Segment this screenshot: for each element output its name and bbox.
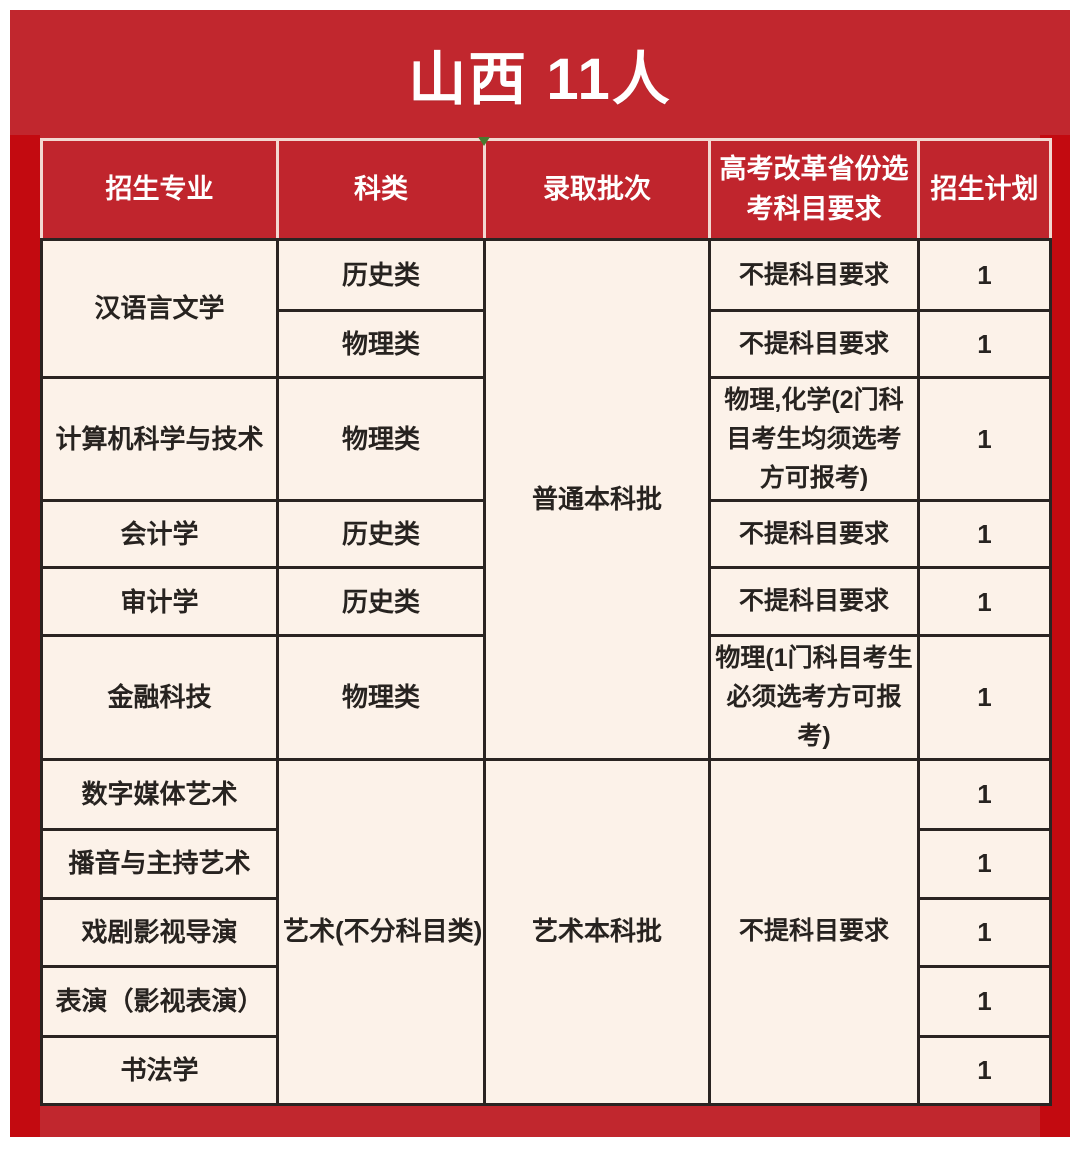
batch-cell-art: 艺术本科批 — [483, 757, 711, 1106]
major-cell: 汉语言文学 — [40, 238, 279, 379]
table-row: 审计学 历史类 不提科目要求 1 — [40, 566, 1052, 638]
table-row: 戏剧影视导演 1 — [40, 896, 1052, 968]
header-category: 科类 — [276, 138, 486, 241]
requirement-cell: 物理(1门科目考生必须选考方可报考) — [708, 634, 920, 761]
table-row: 播音与主持艺术 1 — [40, 827, 1052, 900]
category-cell-art: 艺术(不分科目类) — [276, 757, 486, 1106]
major-cell: 数字媒体艺术 — [40, 757, 279, 831]
plan-cell: 1 — [917, 896, 1052, 968]
major-cell: 会计学 — [40, 499, 279, 570]
plan-cell: 1 — [917, 827, 1052, 900]
category-cell: 物理类 — [276, 375, 486, 503]
requirement-cell: 物理,化学(2门科目考生均须选考方可报考) — [708, 375, 920, 503]
header-batch: 录取批次 — [483, 138, 711, 241]
major-cell: 表演（影视表演） — [40, 964, 279, 1038]
table-row: 会计学 历史类 不提科目要求 1 — [40, 499, 1052, 570]
major-cell: 金融科技 — [40, 634, 279, 761]
plan-cell: 1 — [917, 238, 1052, 312]
plan-cell: 1 — [917, 634, 1052, 761]
major-cell: 审计学 — [40, 566, 279, 638]
plan-cell: 1 — [917, 757, 1052, 831]
major-cell: 戏剧影视导演 — [40, 896, 279, 968]
requirement-cell: 不提科目要求 — [708, 499, 920, 570]
table-row: 汉语言文学 历史类 普通本科批 不提科目要求 1 — [40, 238, 1052, 761]
admissions-table: 招生专业 科类 录取批次 高考改革省份选考科目要求 招生计划 汉语言文学 历史类… — [40, 138, 1052, 1106]
category-cell: 物理类 — [276, 309, 486, 379]
banner-title: 山西 11人 — [408, 47, 672, 112]
left-red-strip — [10, 135, 40, 1137]
plan-cell: 1 — [917, 499, 1052, 570]
header-major: 招生专业 — [40, 138, 279, 241]
category-cell: 历史类 — [276, 499, 486, 570]
table-row: 计算机科学与技术 物理类 物理,化学(2门科目考生均须选考方可报考) 1 — [40, 375, 1052, 503]
table-row: 数字媒体艺术 艺术(不分科目类) 艺术本科批 不提科目要求 1 — [40, 757, 1052, 1106]
requirement-cell: 不提科目要求 — [708, 309, 920, 379]
major-cell: 计算机科学与技术 — [40, 375, 279, 503]
major-cell: 播音与主持艺术 — [40, 827, 279, 900]
plan-cell: 1 — [917, 1034, 1052, 1106]
batch-cell-regular: 普通本科批 — [483, 238, 711, 761]
requirement-cell: 不提科目要求 — [708, 238, 920, 312]
table-row: 表演（影视表演） 1 — [40, 964, 1052, 1038]
category-cell: 物理类 — [276, 634, 486, 761]
category-cell: 历史类 — [276, 566, 486, 638]
header-plan: 招生计划 — [917, 138, 1052, 241]
table-row: 物理类 不提科目要求 1 — [42, 309, 1052, 379]
table-row: 书法学 1 — [40, 1034, 1052, 1106]
requirement-cell-art: 不提科目要求 — [708, 757, 920, 1106]
banner: 山西 11人 — [10, 10, 1070, 138]
plan-cell: 1 — [917, 309, 1052, 379]
major-cell: 书法学 — [40, 1034, 279, 1106]
plan-cell: 1 — [917, 566, 1052, 638]
requirement-cell: 不提科目要求 — [708, 566, 920, 638]
green-marker-icon — [478, 137, 490, 146]
category-cell: 历史类 — [276, 238, 486, 312]
plan-cell: 1 — [917, 375, 1052, 503]
plan-cell: 1 — [917, 964, 1052, 1038]
header-requirement: 高考改革省份选考科目要求 — [708, 138, 920, 241]
table-row: 金融科技 物理类 物理(1门科目考生必须选考方可报考) 1 — [40, 634, 1052, 761]
header-row: 招生专业 科类 录取批次 高考改革省份选考科目要求 招生计划 — [40, 138, 1052, 241]
